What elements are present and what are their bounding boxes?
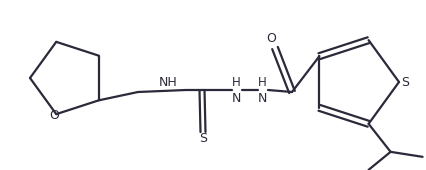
Text: N: N — [231, 92, 241, 106]
Text: O: O — [49, 109, 59, 122]
Text: N: N — [257, 92, 267, 106]
Text: H: H — [232, 76, 240, 89]
Text: S: S — [199, 132, 207, 144]
Text: H: H — [258, 76, 266, 89]
Text: S: S — [401, 75, 409, 89]
Text: O: O — [266, 31, 276, 45]
Text: NH: NH — [158, 75, 177, 89]
